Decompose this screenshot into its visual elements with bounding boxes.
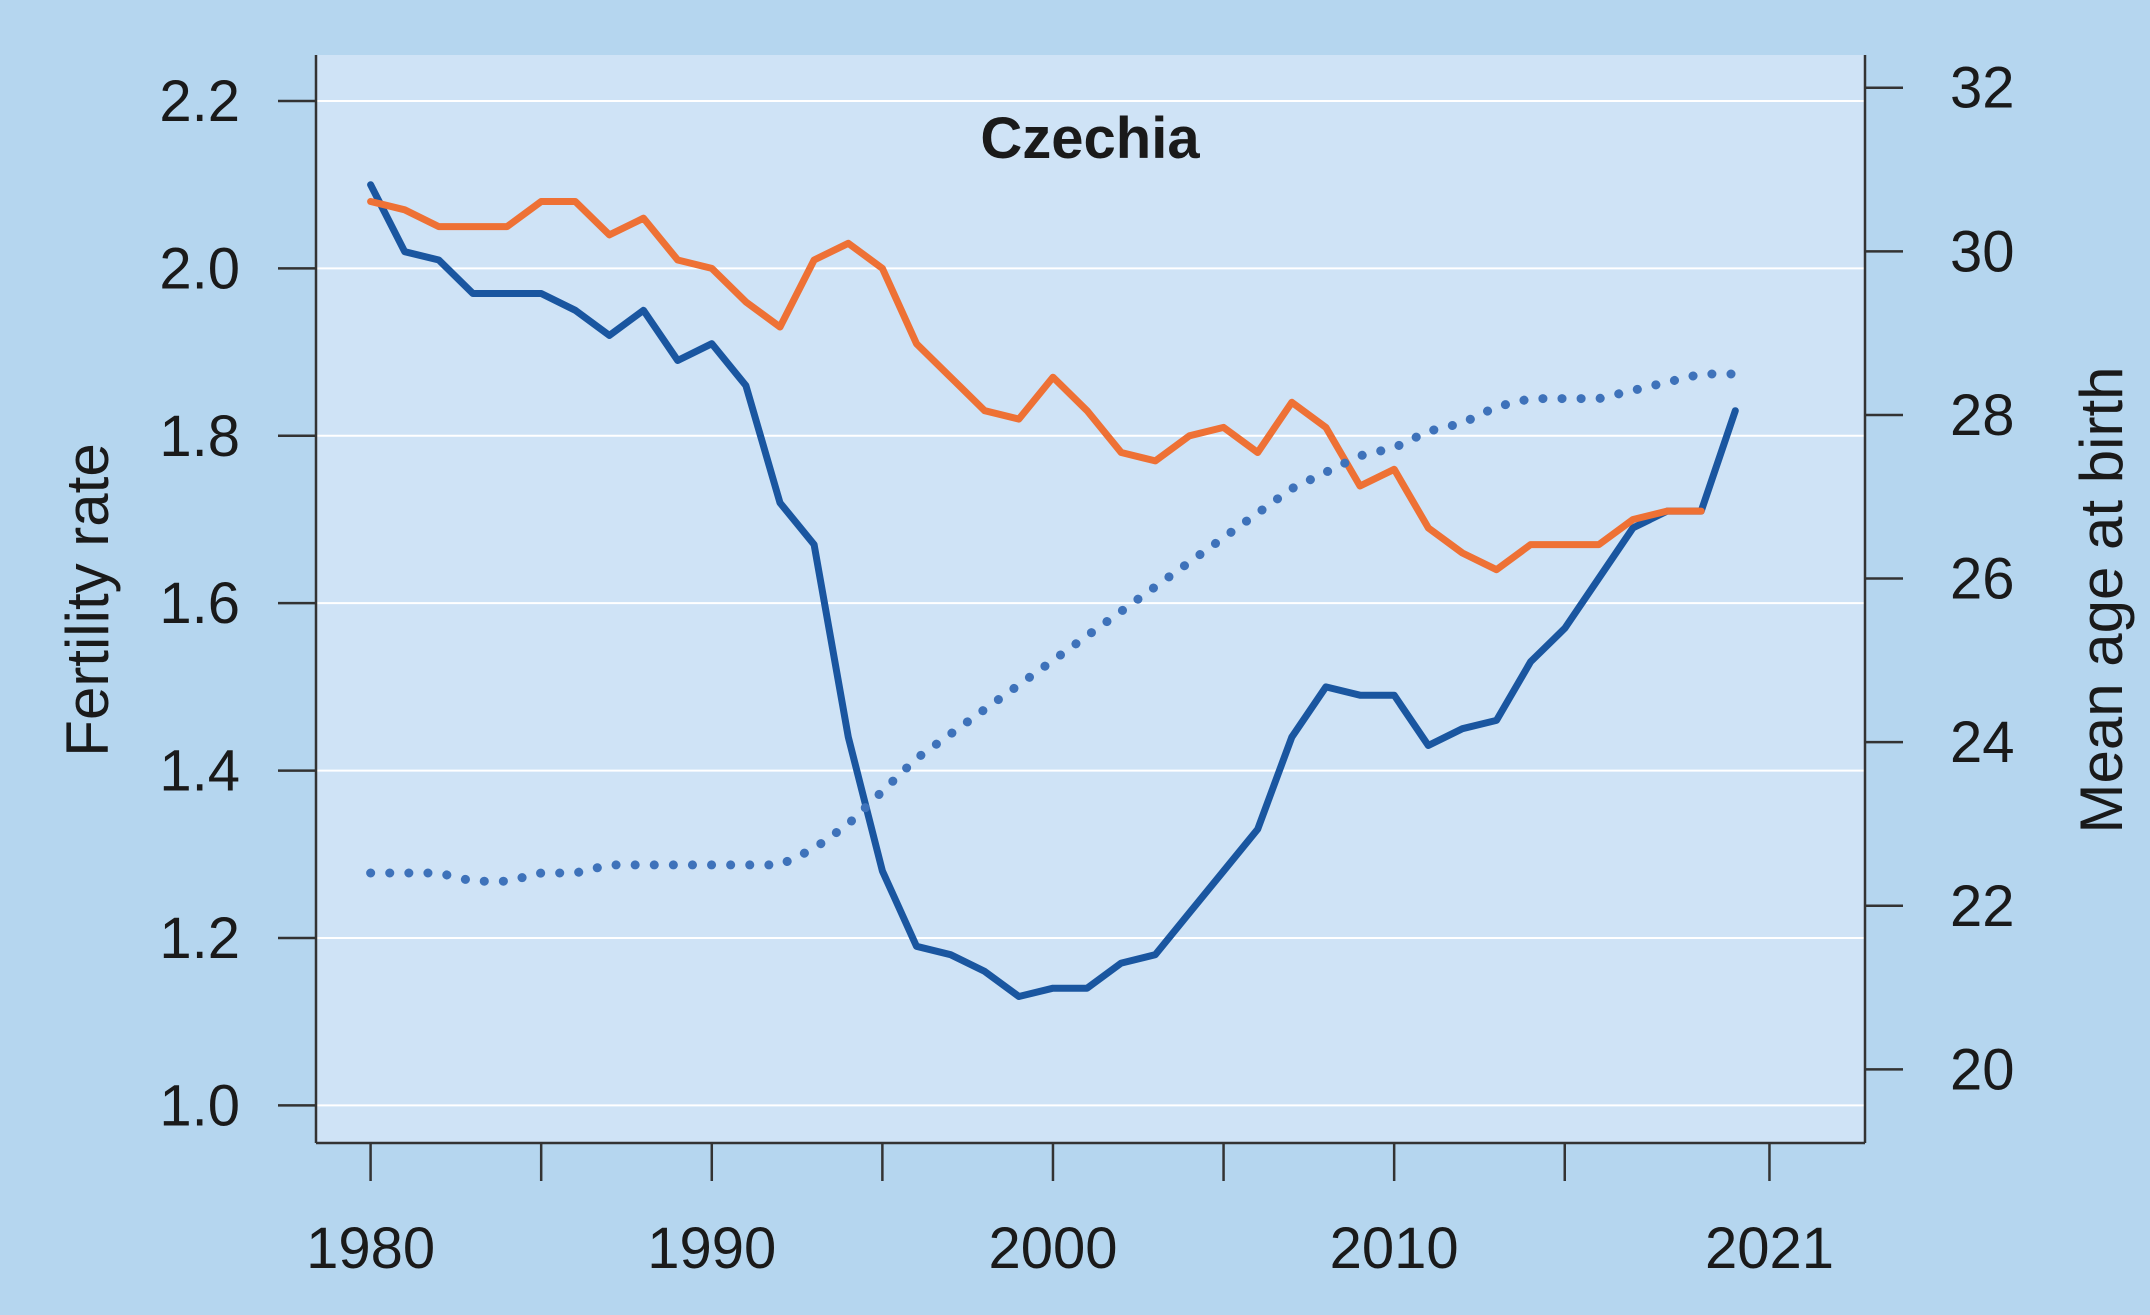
y-tick-label: 1.4 [159, 739, 240, 804]
axes: 1.0 1.2 1.4 1.6 1.8 2.0 2.2 20 22 24 26 28 30 32 1980 1… [159, 55, 2015, 1281]
x-tick-label: 1980 [306, 1216, 435, 1281]
series-lines [366, 181, 1740, 1000]
y2-tick-label: 22 [1950, 874, 2015, 939]
gridlines [316, 100, 1865, 1107]
x-tick-label: 1990 [647, 1216, 776, 1281]
y-tick-label: 1.0 [159, 1073, 240, 1138]
x-tick-label: 2021 [1705, 1216, 1834, 1281]
y2-tick-label: 26 [1950, 547, 2015, 612]
y-tick-label: 2.2 [159, 69, 240, 134]
y2-tick-label: 32 [1950, 56, 2015, 121]
y2-tick-label: 20 [1950, 1037, 2015, 1102]
plot-area [316, 55, 1865, 1143]
x-tick-label: 2010 [1330, 1216, 1459, 1281]
y2-axis-title: Mean age at birth [2068, 367, 2135, 834]
series-orange-solid [367, 198, 1705, 574]
chart-title: Czechia [980, 106, 1200, 171]
y-tick-label: 1.8 [159, 404, 240, 469]
y-tick-label: 1.6 [159, 571, 240, 636]
y-tick-label: 1.2 [159, 906, 240, 971]
series-blue-solid [367, 181, 1739, 1000]
y2-tick-label: 30 [1950, 219, 2015, 284]
series-blue-dotted [366, 369, 1740, 886]
y2-tick-label: 24 [1950, 710, 2015, 775]
y-tick-label: 2.0 [159, 236, 240, 301]
y-axis-title: Fertility rate [54, 443, 121, 756]
x-tick-label: 2000 [988, 1216, 1117, 1281]
y2-tick-label: 28 [1950, 383, 2015, 448]
